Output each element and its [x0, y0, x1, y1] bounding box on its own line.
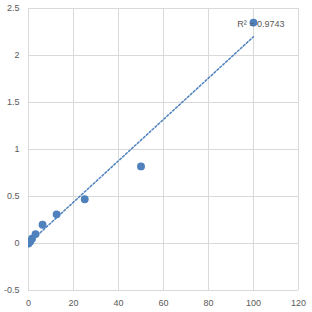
svg-text:40: 40: [113, 298, 123, 308]
svg-text:2.5: 2.5: [7, 3, 20, 13]
svg-text:0: 0: [14, 238, 19, 248]
svg-text:100: 100: [246, 298, 261, 308]
svg-text:120: 120: [291, 298, 306, 308]
svg-text:60: 60: [158, 298, 168, 308]
svg-text:R² = 0.9743: R² = 0.9743: [237, 19, 284, 29]
svg-text:20: 20: [68, 298, 78, 308]
svg-text:1.5: 1.5: [7, 97, 20, 107]
svg-text:0: 0: [26, 298, 31, 308]
svg-text:80: 80: [203, 298, 213, 308]
svg-text:2: 2: [14, 50, 19, 60]
svg-text:-0.5: -0.5: [4, 285, 20, 295]
svg-text:1: 1: [14, 144, 19, 154]
svg-text:0.5: 0.5: [7, 191, 20, 201]
